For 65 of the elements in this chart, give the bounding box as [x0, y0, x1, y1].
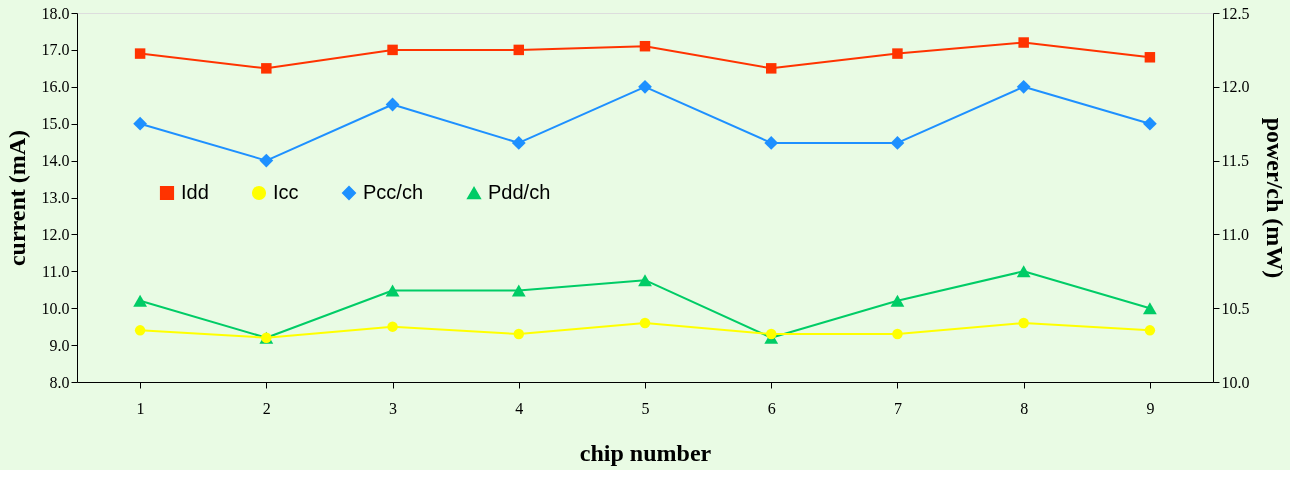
y2-tick-label: 11.5 [1221, 152, 1249, 170]
y-tick-label: 11.0 [42, 262, 70, 280]
x-tick-label: 8 [1020, 399, 1029, 417]
y-tick-label: 14.0 [41, 152, 70, 170]
x-tick-label: 1 [136, 399, 145, 417]
x-tick-label: 2 [262, 399, 271, 417]
y-tick-label: 9.0 [49, 336, 70, 354]
point [764, 136, 779, 150]
x-tick-label: 5 [641, 399, 650, 417]
point [511, 136, 526, 150]
y2-tick-label: 11.0 [1221, 225, 1249, 243]
legend-label: Pdd/ch [488, 181, 551, 203]
point [638, 79, 652, 94]
x-tick-label: 9 [1146, 399, 1155, 417]
y2-tick-label: 12.5 [1221, 4, 1250, 22]
point [134, 48, 146, 59]
point [259, 153, 274, 168]
y-tick-label: 13.0 [41, 189, 70, 206]
point [892, 48, 903, 59]
legend-label: Icc [273, 181, 299, 203]
y2-tick-label: 10.5 [1221, 299, 1250, 317]
point [892, 328, 903, 340]
point [639, 317, 651, 329]
y-axis-title: current (mA) [3, 129, 30, 267]
y-tick-label: 18.0 [41, 4, 70, 22]
point [1018, 317, 1029, 329]
point [1016, 79, 1031, 94]
x-axis-title: chip number [579, 439, 712, 466]
x-tick-label: 7 [893, 399, 902, 417]
y-tick-label: 16.0 [41, 78, 70, 96]
point [1143, 302, 1157, 315]
point [133, 294, 147, 307]
y-tick-label: 12.0 [41, 225, 70, 243]
x-tick-label: 6 [767, 399, 776, 417]
point [513, 328, 525, 340]
point [1143, 116, 1157, 131]
legend-label: Pcc/ch [363, 181, 424, 203]
point [638, 274, 652, 287]
point [1144, 52, 1156, 63]
point [1018, 37, 1029, 48]
point [1016, 265, 1031, 278]
y2-tick-label: 12.0 [1221, 78, 1250, 96]
point [134, 325, 146, 336]
point [387, 44, 398, 56]
point [1144, 325, 1156, 336]
point [513, 44, 525, 56]
point [765, 328, 777, 340]
y2-axis-title: power/ch (mW) [1261, 117, 1288, 279]
y-tick-label: 15.0 [41, 115, 70, 133]
point [890, 294, 905, 307]
point [765, 63, 777, 74]
point [133, 116, 147, 131]
point [385, 284, 400, 297]
x-tick-label: 3 [389, 399, 398, 417]
point [261, 63, 272, 74]
y-tick-label: 8.0 [49, 373, 70, 391]
point [387, 321, 398, 332]
point [511, 284, 526, 297]
point [639, 40, 651, 52]
point [890, 136, 905, 150]
y-tick-label: 17.0 [41, 41, 70, 59]
x-tick-label: 4 [515, 399, 524, 417]
legend-label: Idd [181, 181, 209, 203]
y-tick-label: 10.0 [41, 299, 70, 317]
y2-tick-label: 10.0 [1221, 373, 1250, 391]
